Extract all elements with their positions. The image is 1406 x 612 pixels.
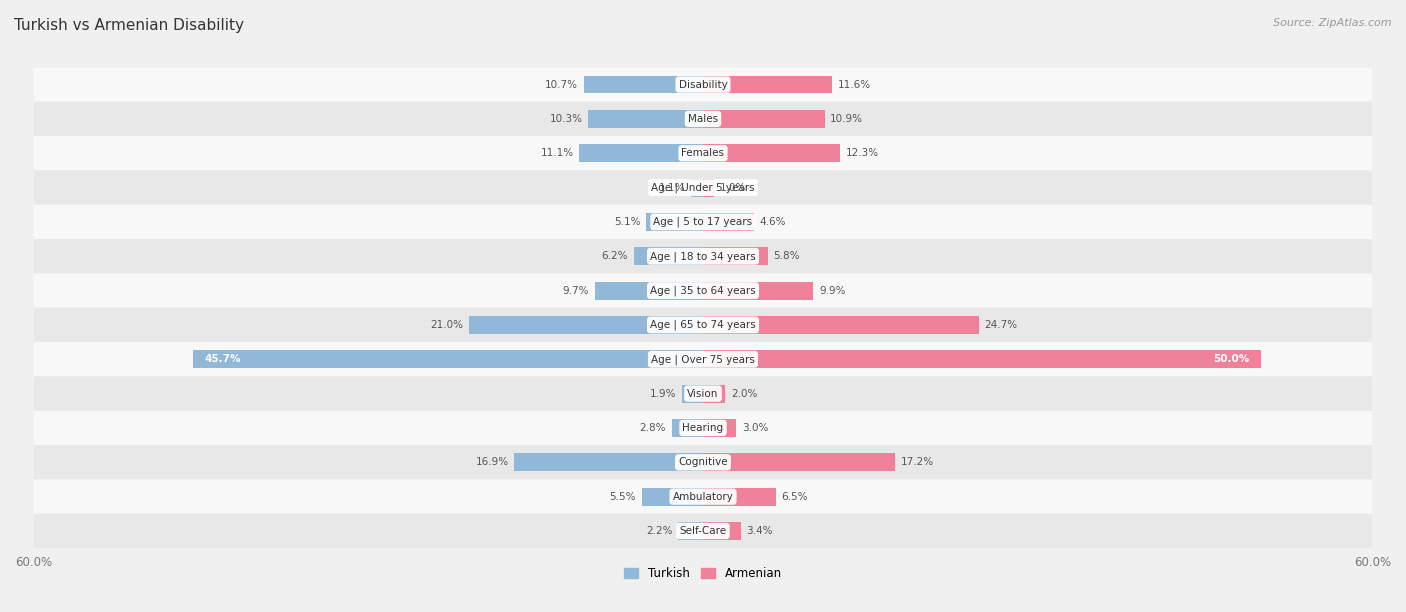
Bar [703,488,776,506]
Text: 11.1%: 11.1% [540,148,574,159]
Text: Turkish vs Armenian Disability: Turkish vs Armenian Disability [14,18,245,34]
Text: 10.3%: 10.3% [550,114,582,124]
Text: 1.1%: 1.1% [658,182,685,193]
Text: 2.2%: 2.2% [647,526,673,536]
Text: Age | Under 5 years: Age | Under 5 years [651,182,755,193]
FancyBboxPatch shape [34,67,1372,102]
Text: 5.5%: 5.5% [610,491,636,502]
Text: 10.9%: 10.9% [830,114,863,124]
FancyBboxPatch shape [34,102,1372,136]
Text: 2.8%: 2.8% [640,423,666,433]
Text: 11.6%: 11.6% [838,80,872,89]
FancyBboxPatch shape [34,479,1372,514]
Bar [690,179,703,196]
Text: 17.2%: 17.2% [900,457,934,468]
Bar [703,247,768,265]
Text: Age | 65 to 74 years: Age | 65 to 74 years [650,319,756,330]
Text: 24.7%: 24.7% [984,320,1018,330]
Bar [703,179,714,196]
Bar [703,316,979,334]
FancyBboxPatch shape [34,170,1372,205]
Bar [634,247,703,265]
Bar [703,213,755,231]
Text: 5.1%: 5.1% [614,217,641,227]
Bar [468,316,703,334]
Bar [579,144,703,162]
Text: 9.9%: 9.9% [820,286,845,296]
Text: Self-Care: Self-Care [679,526,727,536]
Bar [682,385,703,403]
FancyBboxPatch shape [34,274,1372,308]
Text: Age | 35 to 64 years: Age | 35 to 64 years [650,285,756,296]
Text: 9.7%: 9.7% [562,286,589,296]
Bar [703,419,737,437]
Bar [703,76,832,94]
FancyBboxPatch shape [34,514,1372,548]
Bar [515,453,703,471]
Text: Age | 5 to 17 years: Age | 5 to 17 years [654,217,752,227]
Text: Females: Females [682,148,724,159]
Text: 12.3%: 12.3% [846,148,879,159]
Text: 2.0%: 2.0% [731,389,758,398]
FancyBboxPatch shape [34,205,1372,239]
Bar [703,350,1261,368]
Bar [703,385,725,403]
Text: Disability: Disability [679,80,727,89]
Text: 3.0%: 3.0% [742,423,769,433]
Text: Males: Males [688,114,718,124]
Text: 16.9%: 16.9% [475,457,509,468]
Text: Cognitive: Cognitive [678,457,728,468]
FancyBboxPatch shape [34,136,1372,170]
Text: Source: ZipAtlas.com: Source: ZipAtlas.com [1274,18,1392,28]
Bar [703,453,894,471]
FancyBboxPatch shape [34,445,1372,479]
Text: 6.2%: 6.2% [602,252,628,261]
Text: 5.8%: 5.8% [773,252,800,261]
Text: 3.4%: 3.4% [747,526,773,536]
Bar [679,522,703,540]
Text: 21.0%: 21.0% [430,320,463,330]
Bar [641,488,703,506]
Bar [703,110,824,128]
FancyBboxPatch shape [34,342,1372,376]
Bar [647,213,703,231]
Text: 50.0%: 50.0% [1213,354,1250,364]
Text: Age | 18 to 34 years: Age | 18 to 34 years [650,251,756,261]
Bar [672,419,703,437]
Text: 1.0%: 1.0% [720,182,747,193]
Bar [703,144,841,162]
Bar [703,522,741,540]
Bar [588,110,703,128]
Bar [583,76,703,94]
Text: 45.7%: 45.7% [204,354,240,364]
Text: Age | Over 75 years: Age | Over 75 years [651,354,755,365]
Legend: Turkish, Armenian: Turkish, Armenian [624,567,782,580]
Text: Hearing: Hearing [682,423,724,433]
FancyBboxPatch shape [34,376,1372,411]
Bar [595,282,703,299]
Text: 6.5%: 6.5% [782,491,807,502]
FancyBboxPatch shape [34,239,1372,274]
Bar [703,282,814,299]
Text: Ambulatory: Ambulatory [672,491,734,502]
Text: 1.9%: 1.9% [650,389,676,398]
Text: Vision: Vision [688,389,718,398]
FancyBboxPatch shape [34,411,1372,445]
Bar [193,350,703,368]
Text: 4.6%: 4.6% [759,217,786,227]
FancyBboxPatch shape [34,308,1372,342]
Text: 10.7%: 10.7% [546,80,578,89]
